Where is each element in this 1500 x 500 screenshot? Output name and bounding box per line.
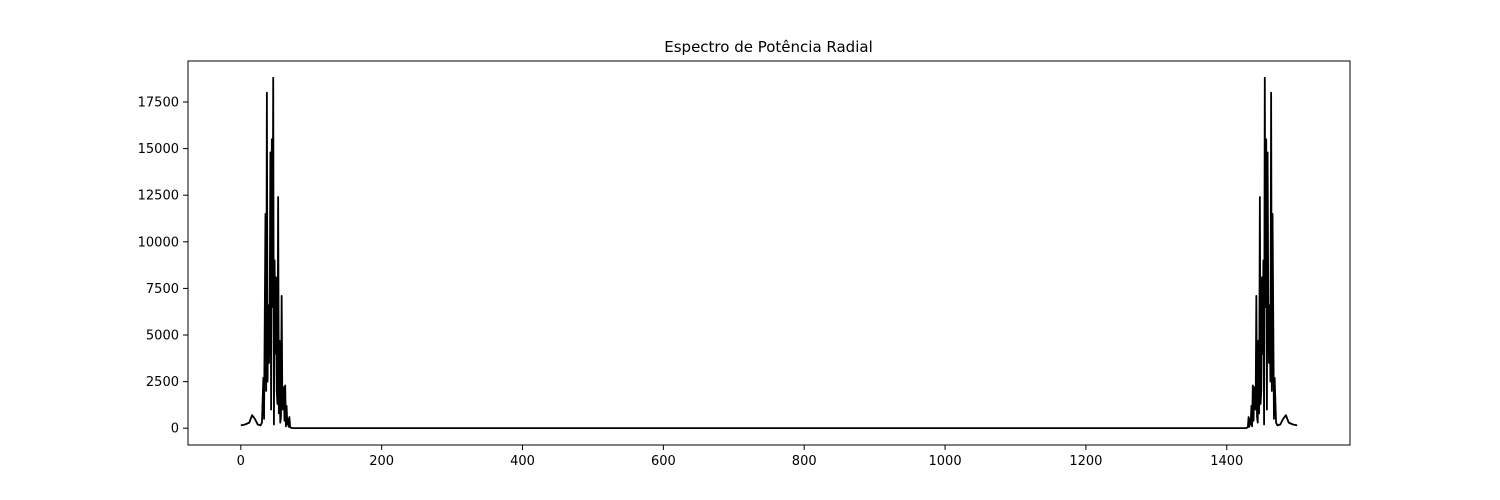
x-axis: 0 200 400 600 800 1000 1200 1400 — [237, 445, 1243, 469]
x-tick-label: 1200 — [1069, 454, 1102, 469]
x-tick-label: 0 — [237, 454, 245, 469]
y-tick-label: 5000 — [146, 329, 179, 344]
x-tick-label: 1000 — [929, 454, 962, 469]
x-tick-label: 400 — [510, 454, 535, 469]
x-tick-label: 800 — [792, 454, 817, 469]
y-tick-label: 10000 — [138, 235, 179, 250]
chart-title: Espectro de Potência Radial — [664, 38, 872, 56]
spectrum-series-line — [240, 76, 1298, 430]
plot-frame — [187, 60, 1351, 446]
x-tick-label: 200 — [369, 454, 394, 469]
y-tick-label: 12500 — [138, 189, 179, 204]
y-tick-label: 2500 — [146, 375, 179, 390]
y-tick-label: 15000 — [138, 142, 179, 157]
y-tick-label: 7500 — [146, 282, 179, 297]
y-axis: 0 2500 5000 7500 10000 12500 15000 17500 — [138, 96, 188, 437]
x-tick-label: 600 — [651, 454, 676, 469]
x-tick-label: 1400 — [1210, 454, 1243, 469]
y-tick-label: 17500 — [138, 96, 179, 111]
y-tick-label: 0 — [171, 422, 179, 437]
